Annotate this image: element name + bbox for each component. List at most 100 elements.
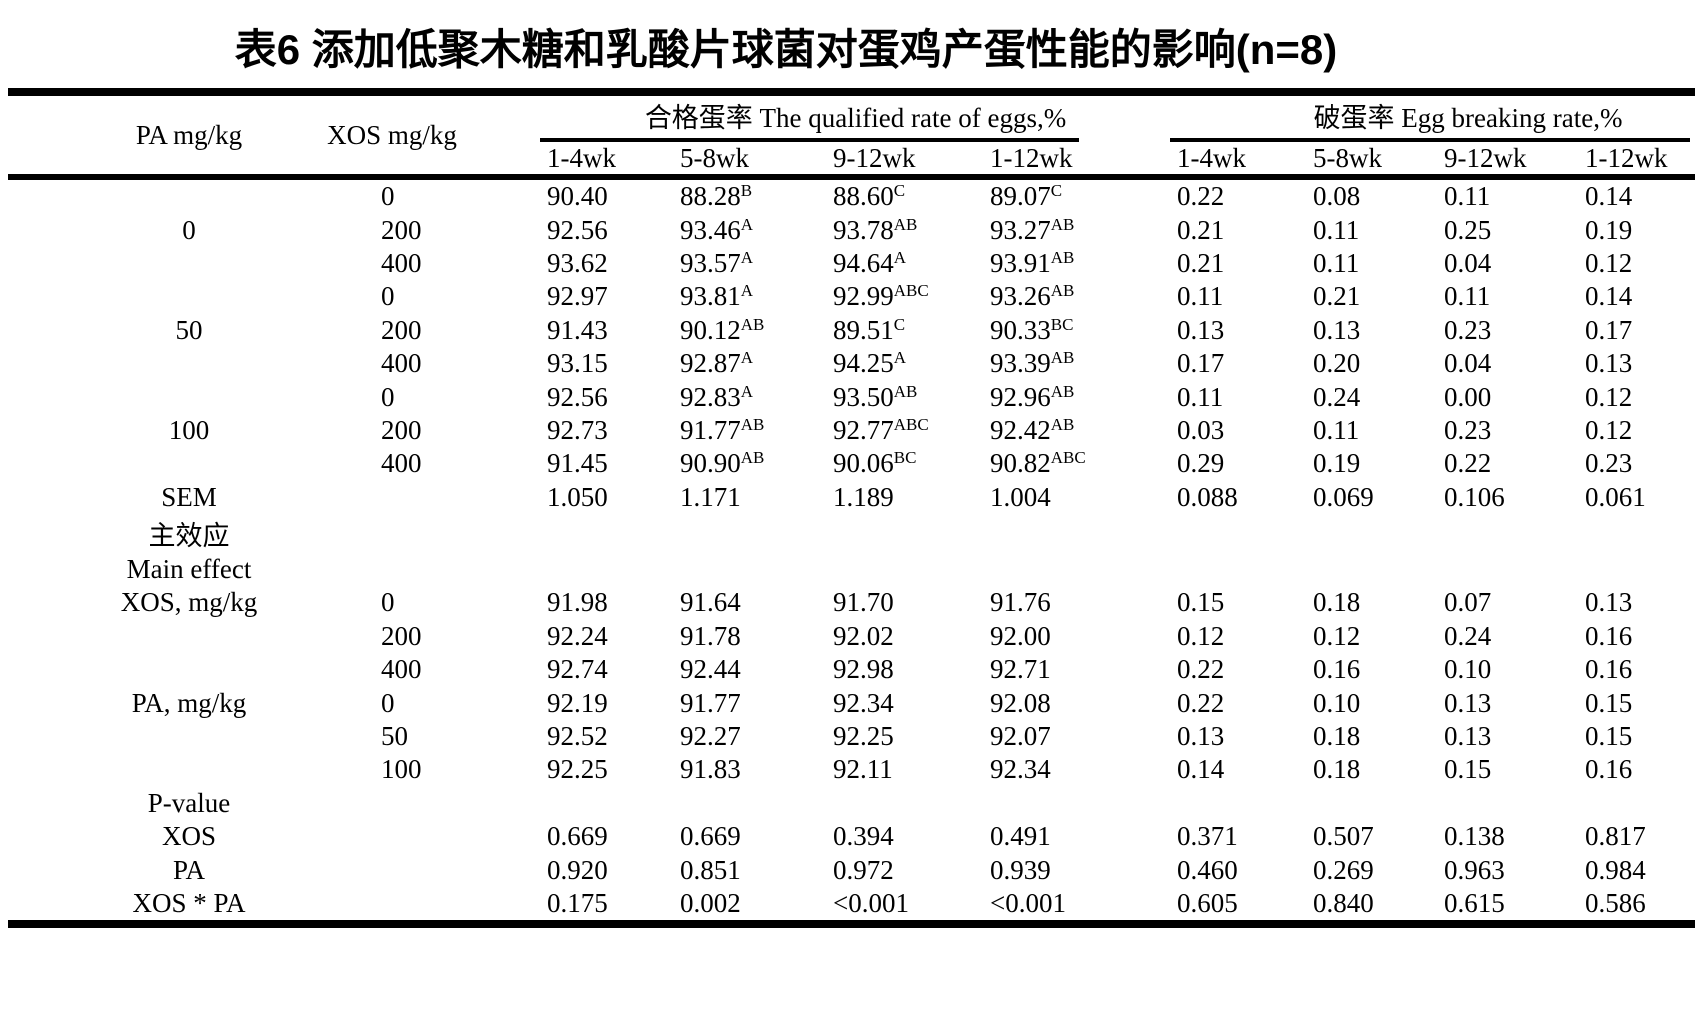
row-label-pa xyxy=(8,653,370,686)
value-cell: 93.91AB xyxy=(990,247,1075,278)
value-cell: 92.56 xyxy=(547,214,608,245)
value-cell: 0.07 xyxy=(1444,587,1492,618)
row-level-xos: 0 xyxy=(381,181,395,212)
significance-superscript: A xyxy=(893,348,907,368)
value-cell: 0.08 xyxy=(1313,181,1361,212)
value-cell: 93.81A xyxy=(680,281,754,312)
value-cell: 90.06BC xyxy=(833,448,917,479)
value-cell: 0.18 xyxy=(1313,754,1361,785)
table-row: PA, mg/kg 0 92.19 91.77 92.34 92.08 0.22 0.10 0.… xyxy=(8,686,1695,719)
subheader-qualified-1-12wk: 1-12wk xyxy=(985,142,1170,180)
row-label-pa: 50 xyxy=(175,314,203,345)
value-cell: 91.70 xyxy=(833,587,894,618)
row-label-pa: XOS, mg/kg xyxy=(120,587,258,618)
value-cell: 92.99ABC xyxy=(833,281,929,312)
table-row: P-value xyxy=(8,787,1695,820)
value-cell: 92.08 xyxy=(990,687,1051,718)
row-label-pa xyxy=(8,380,370,413)
value-cell: <0.001 xyxy=(990,888,1066,918)
value-cell: 0.14 xyxy=(1585,181,1633,212)
group-header-qualified-rate-label: 合格蛋率 The qualified rate of eggs,% xyxy=(540,96,1079,142)
value-cell: 0.851 xyxy=(680,854,741,885)
table-row: 0 92.97 93.81A 92.99ABC 93.26AB 0.11 0.21 0.11 0… xyxy=(8,280,1695,313)
value-cell xyxy=(1580,553,1695,586)
value-cell: 88.28B xyxy=(680,181,753,212)
significance-superscript: AB xyxy=(740,314,765,334)
value-cell: 93.39AB xyxy=(990,348,1075,379)
value-cell: 0.18 xyxy=(1313,721,1361,752)
value-cell: 0.669 xyxy=(547,821,608,852)
row-level-xos: 200 xyxy=(381,314,422,345)
value-cell xyxy=(1440,514,1580,553)
value-cell xyxy=(675,553,828,586)
value-cell: 92.34 xyxy=(833,687,894,718)
row-level-xos xyxy=(370,820,540,853)
row-level-xos: 200 xyxy=(381,414,422,445)
value-cell xyxy=(985,787,1170,820)
value-cell: 0.939 xyxy=(990,854,1051,885)
col-header-xos-label: XOS mg/kg xyxy=(327,119,457,150)
value-cell: 0.20 xyxy=(1313,348,1361,379)
value-cell: 0.11 xyxy=(1177,281,1224,312)
value-cell: 0.061 xyxy=(1585,481,1646,512)
row-level-xos: 400 xyxy=(381,448,422,479)
row-level-xos xyxy=(370,481,540,514)
significance-superscript: A xyxy=(740,348,754,368)
value-cell: 92.11 xyxy=(833,754,893,785)
row-label-pa: 100 xyxy=(168,414,210,445)
value-cell: 0.10 xyxy=(1313,687,1361,718)
value-cell: 0.586 xyxy=(1585,888,1646,918)
value-cell xyxy=(1170,514,1308,553)
row-level-xos: 0 xyxy=(381,281,395,312)
value-cell: 94.64A xyxy=(833,247,907,278)
value-cell: 0.19 xyxy=(1313,448,1361,479)
significance-superscript: B xyxy=(740,181,753,201)
significance-superscript: AB xyxy=(1050,214,1075,234)
value-cell: 0.11 xyxy=(1177,381,1224,412)
table-row: Main effect xyxy=(8,553,1695,586)
row-label-pa xyxy=(8,447,370,480)
row-label-pa: Main effect xyxy=(126,554,252,585)
table-row: PA 0.920 0.851 0.972 0.939 0.460 0.269 0.963 0.9… xyxy=(8,853,1695,886)
significance-superscript: AB xyxy=(1050,414,1075,434)
value-cell: 0.23 xyxy=(1585,448,1633,479)
row-level-xos: 400 xyxy=(381,654,422,685)
value-cell: 91.77AB xyxy=(680,414,765,445)
value-cell: 91.76 xyxy=(990,587,1051,618)
value-cell: 0.002 xyxy=(680,888,741,918)
table-row: 100 200 92.73 91.77AB 92.77ABC 92.42AB 0.03 0.1… xyxy=(8,414,1695,447)
value-cell: 90.12AB xyxy=(680,314,765,345)
value-cell: 92.74 xyxy=(547,654,608,685)
value-cell: 90.90AB xyxy=(680,448,765,479)
subheader-row: 1-4wk 5-8wk 9-12wk 1-12wk 1-4wk 5-8wk 9-… xyxy=(8,142,1696,180)
value-cell: 0.22 xyxy=(1444,448,1492,479)
value-cell: 92.52 xyxy=(547,721,608,752)
table-row: 400 93.62 93.57A 94.64A 93.91AB 0.21 0.11 0.04 0… xyxy=(8,247,1695,280)
table-row: XOS, mg/kg 0 91.98 91.64 91.70 91.76 0.15 0.18 0… xyxy=(8,586,1695,619)
value-cell: 0.13 xyxy=(1444,721,1492,752)
subheader-breaking-5-8wk: 5-8wk xyxy=(1308,142,1440,180)
value-cell: 0.12 xyxy=(1177,620,1225,651)
significance-superscript: AB xyxy=(1050,247,1075,267)
row-label-pa xyxy=(8,280,370,313)
row-label-pa: P-value xyxy=(147,787,231,818)
value-cell: 0.11 xyxy=(1313,214,1360,245)
value-cell: 89.07C xyxy=(990,181,1063,212)
row-label-pa xyxy=(8,347,370,380)
value-cell: 0.920 xyxy=(547,854,608,885)
significance-superscript: BC xyxy=(893,448,917,468)
value-cell: 93.46A xyxy=(680,214,754,245)
value-cell: 0.175 xyxy=(547,888,608,918)
significance-superscript: AB xyxy=(1050,348,1075,368)
value-cell: 91.64 xyxy=(680,587,741,618)
value-cell: 0.460 xyxy=(1177,854,1238,885)
table-row: 400 93.15 92.87A 94.25A 93.39AB 0.17 0.20 0.04 0… xyxy=(8,347,1695,380)
value-cell: 92.96AB xyxy=(990,381,1075,412)
table-row: XOS 0.669 0.669 0.394 0.491 0.371 0.507 0.138 0.… xyxy=(8,820,1695,853)
value-cell: 0.19 xyxy=(1585,214,1633,245)
significance-superscript: AB xyxy=(740,448,765,468)
value-cell: 92.97 xyxy=(547,281,608,312)
row-level-xos: 0 xyxy=(381,587,395,618)
value-cell: <0.001 xyxy=(833,888,909,918)
value-cell: 0.491 xyxy=(990,821,1051,852)
